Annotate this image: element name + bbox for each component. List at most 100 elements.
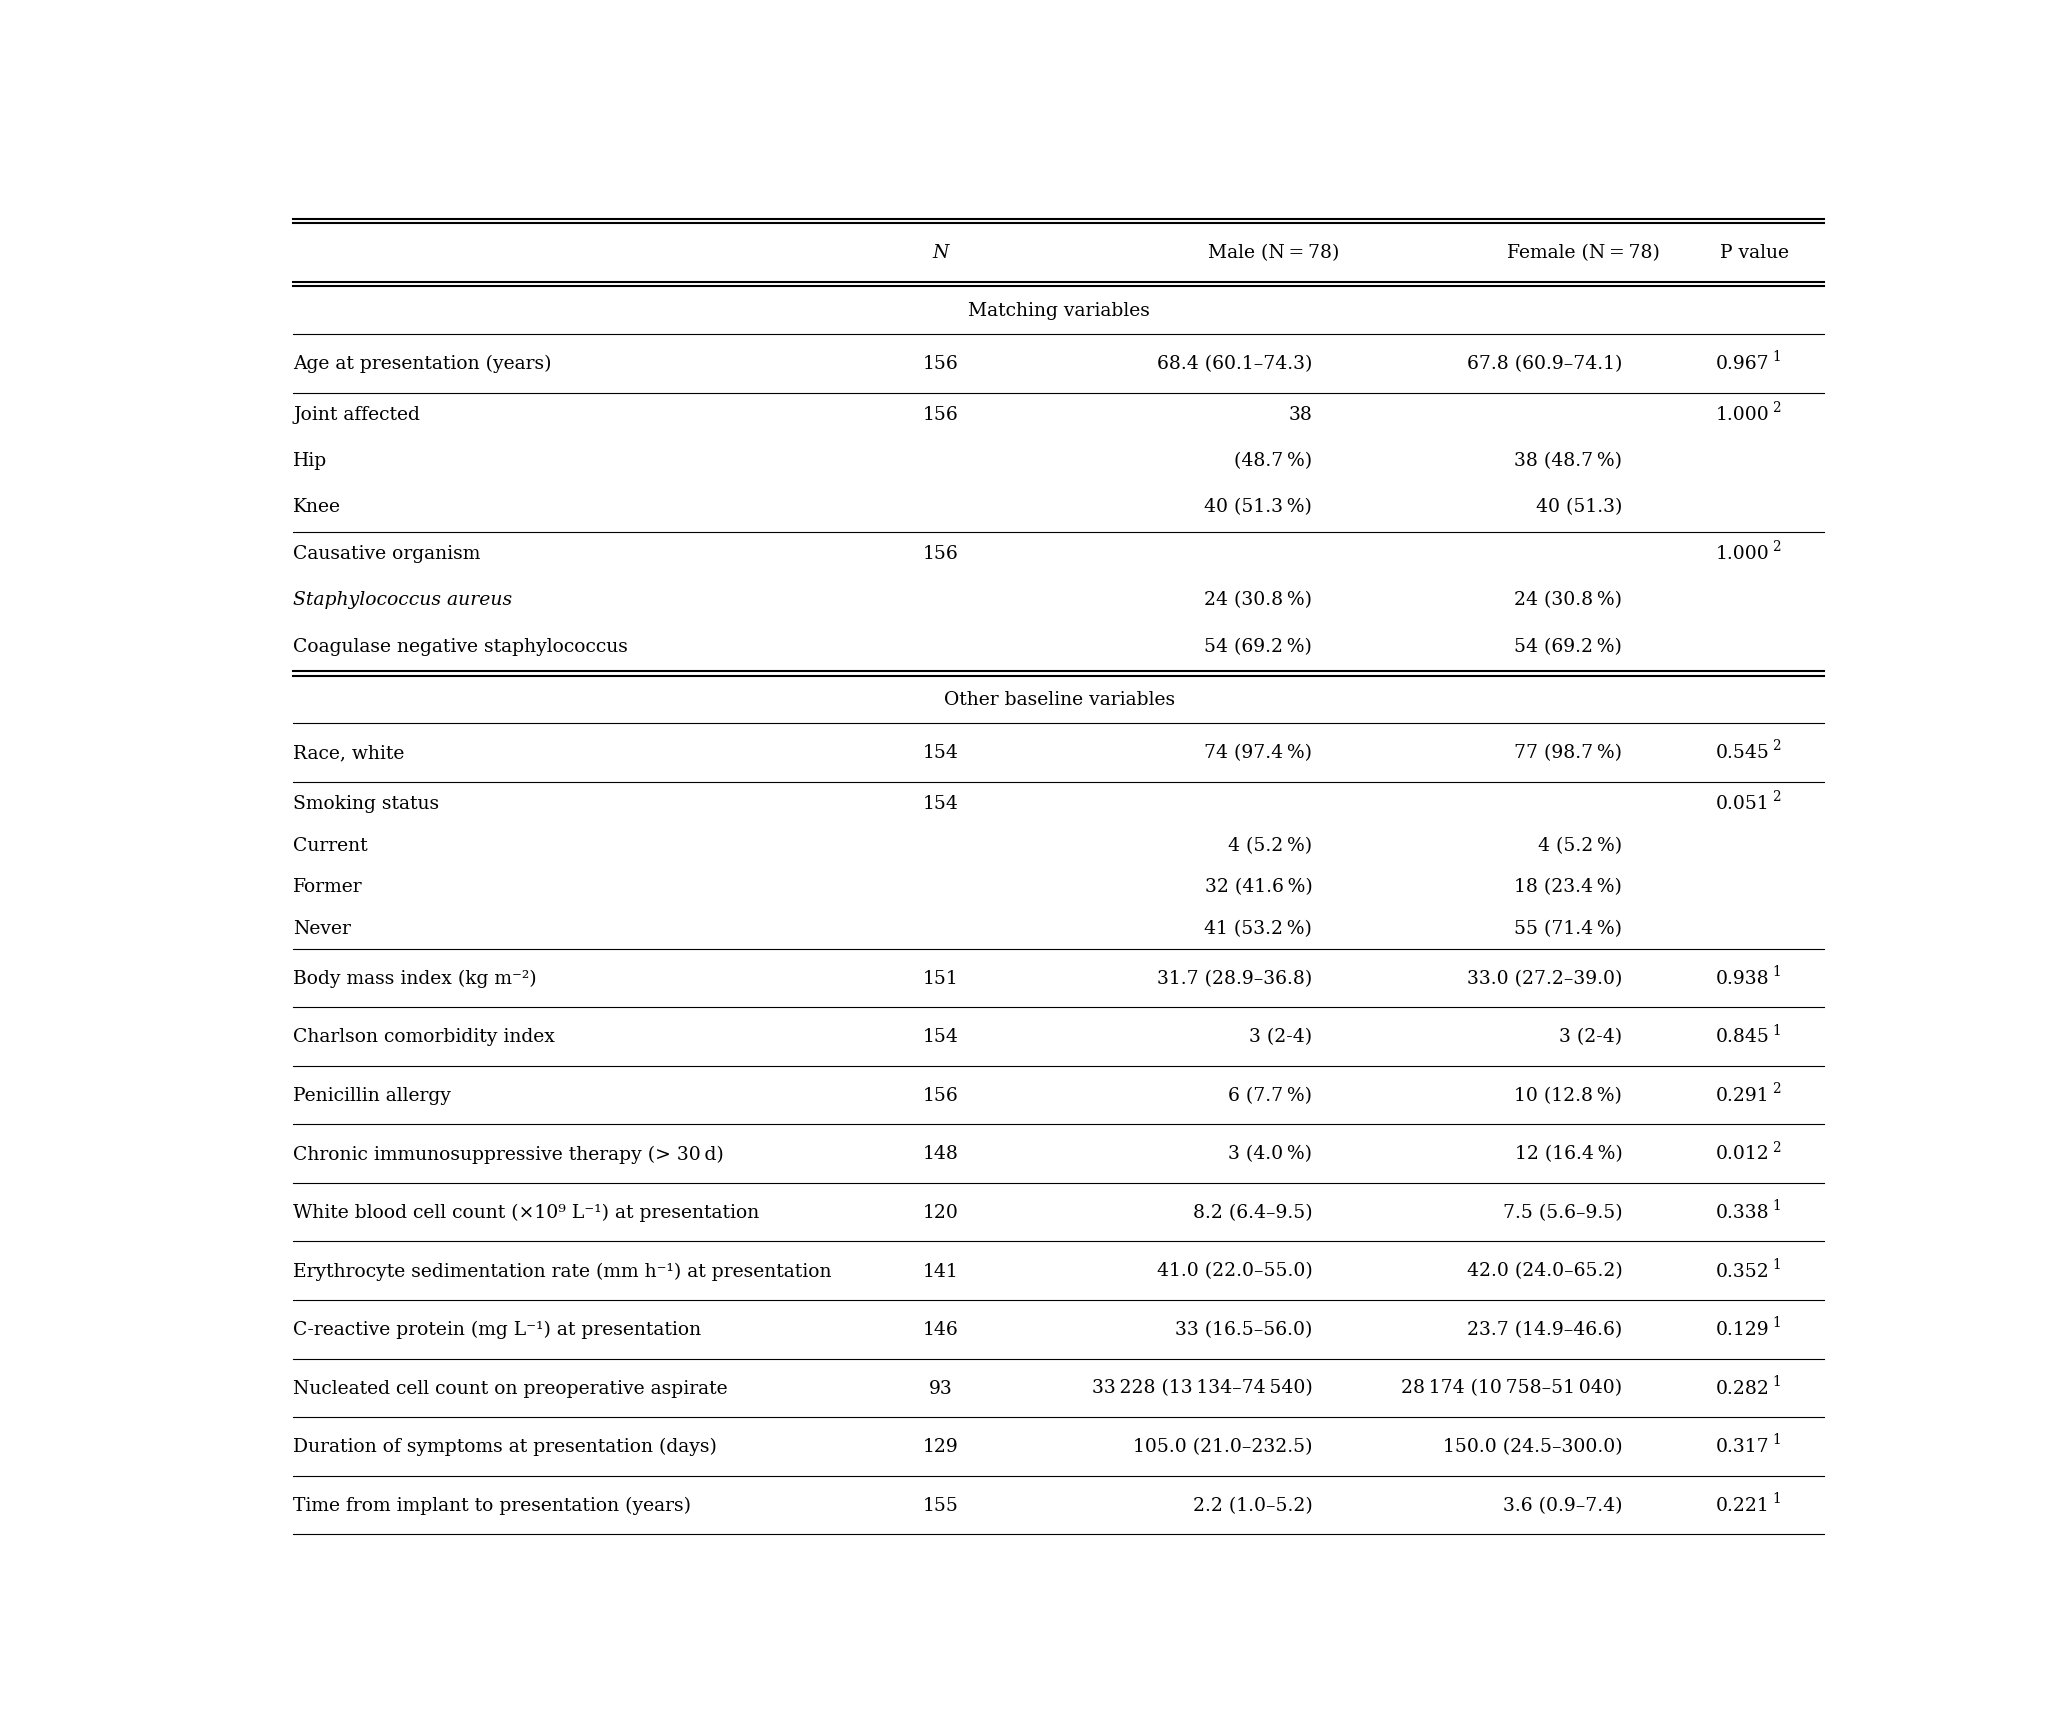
Text: Charlson comorbidity index: Charlson comorbidity index [294, 1028, 556, 1047]
Text: Nucleated cell count on preoperative aspirate: Nucleated cell count on preoperative asp… [294, 1380, 728, 1397]
Text: 154: 154 [922, 743, 959, 762]
Text: 40 (51.3 %): 40 (51.3 %) [1205, 499, 1313, 516]
Text: 77 (98.7 %): 77 (98.7 %) [1515, 743, 1623, 762]
Text: 54 (69.2 %): 54 (69.2 %) [1515, 638, 1623, 656]
Text: Race, white: Race, white [294, 743, 405, 762]
Text: 54 (69.2 %): 54 (69.2 %) [1205, 638, 1313, 656]
Text: 6 (7.7 %): 6 (7.7 %) [1228, 1087, 1313, 1106]
Text: Coagulase negative staphylococcus: Coagulase negative staphylococcus [294, 638, 628, 656]
Text: 42.0 (24.0–65.2): 42.0 (24.0–65.2) [1468, 1263, 1623, 1280]
Text: Chronic immunosuppressive therapy (> 30 d): Chronic immunosuppressive therapy (> 30 … [294, 1145, 723, 1164]
Text: 151: 151 [922, 969, 959, 988]
Text: 38: 38 [1288, 405, 1313, 424]
Text: 154: 154 [922, 795, 959, 812]
Text: 0.012: 0.012 [1716, 1145, 1769, 1163]
Text: 18 (23.4 %): 18 (23.4 %) [1515, 878, 1623, 897]
Text: 3 (2-4): 3 (2-4) [1559, 1028, 1623, 1047]
Text: 0.338: 0.338 [1716, 1204, 1769, 1221]
Text: 23.7 (14.9–46.6): 23.7 (14.9–46.6) [1468, 1321, 1623, 1339]
Text: 74 (97.4 %): 74 (97.4 %) [1205, 743, 1313, 762]
Text: 0.845: 0.845 [1716, 1028, 1769, 1047]
Text: 1.000: 1.000 [1716, 405, 1769, 424]
Text: 0.938: 0.938 [1716, 969, 1769, 988]
Text: 7.5 (5.6–9.5): 7.5 (5.6–9.5) [1503, 1204, 1623, 1221]
Text: Current: Current [294, 837, 368, 854]
Text: 93: 93 [928, 1380, 953, 1397]
Text: 55 (71.4 %): 55 (71.4 %) [1515, 919, 1623, 938]
Text: 1: 1 [1771, 1316, 1780, 1330]
Text: P value: P value [1720, 243, 1788, 262]
Text: 156: 156 [922, 545, 959, 564]
Text: 33 (16.5–56.0): 33 (16.5–56.0) [1174, 1321, 1313, 1339]
Text: Hip: Hip [294, 452, 327, 471]
Text: 2: 2 [1771, 540, 1780, 554]
Text: 40 (51.3): 40 (51.3) [1536, 499, 1623, 516]
Text: 1: 1 [1771, 1258, 1780, 1271]
Text: Knee: Knee [294, 499, 341, 516]
Text: 150.0 (24.5–300.0): 150.0 (24.5–300.0) [1443, 1439, 1623, 1456]
Text: 68.4 (60.1–74.3): 68.4 (60.1–74.3) [1158, 355, 1313, 373]
Text: 8.2 (6.4–9.5): 8.2 (6.4–9.5) [1193, 1204, 1313, 1221]
Text: 3 (4.0 %): 3 (4.0 %) [1228, 1145, 1313, 1163]
Text: 1: 1 [1771, 1023, 1780, 1037]
Text: 0.221: 0.221 [1716, 1497, 1769, 1515]
Text: 38 (48.7 %): 38 (48.7 %) [1515, 452, 1623, 471]
Text: C-reactive protein (mg L⁻¹) at presentation: C-reactive protein (mg L⁻¹) at presentat… [294, 1321, 701, 1339]
Text: 2: 2 [1771, 740, 1780, 754]
Text: 141: 141 [922, 1263, 959, 1280]
Text: 4 (5.2 %): 4 (5.2 %) [1538, 837, 1623, 854]
Text: Penicillin allergy: Penicillin allergy [294, 1087, 451, 1106]
Text: Duration of symptoms at presentation (days): Duration of symptoms at presentation (da… [294, 1439, 717, 1456]
Text: 0.129: 0.129 [1716, 1321, 1769, 1339]
Text: 41 (53.2 %): 41 (53.2 %) [1205, 919, 1313, 938]
Text: Male (N = 78): Male (N = 78) [1207, 243, 1339, 262]
Text: 1: 1 [1771, 1199, 1780, 1213]
Text: 0.545: 0.545 [1716, 743, 1769, 762]
Text: Erythrocyte sedimentation rate (mm h⁻¹) at presentation: Erythrocyte sedimentation rate (mm h⁻¹) … [294, 1263, 831, 1280]
Text: 10 (12.8 %): 10 (12.8 %) [1515, 1087, 1623, 1106]
Text: 0.317: 0.317 [1716, 1439, 1769, 1456]
Text: 120: 120 [922, 1204, 959, 1221]
Text: 4 (5.2 %): 4 (5.2 %) [1228, 837, 1313, 854]
Text: 2: 2 [1771, 1140, 1780, 1154]
Text: Joint affected: Joint affected [294, 405, 420, 424]
Text: 1.000: 1.000 [1716, 545, 1769, 564]
Text: 155: 155 [922, 1497, 959, 1515]
Text: (48.7 %): (48.7 %) [1234, 452, 1313, 471]
Text: Smoking status: Smoking status [294, 795, 440, 812]
Text: Other baseline variables: Other baseline variables [945, 692, 1174, 709]
Text: 24 (30.8 %): 24 (30.8 %) [1515, 592, 1623, 609]
Text: 156: 156 [922, 1087, 959, 1106]
Text: 1: 1 [1771, 1433, 1780, 1447]
Text: 12 (16.4 %): 12 (16.4 %) [1515, 1145, 1623, 1163]
Text: 2: 2 [1771, 1082, 1780, 1095]
Text: 1: 1 [1771, 1492, 1780, 1506]
Text: Age at presentation (years): Age at presentation (years) [294, 355, 552, 373]
Text: Matching variables: Matching variables [969, 302, 1149, 319]
Text: 33.0 (27.2–39.0): 33.0 (27.2–39.0) [1468, 969, 1623, 988]
Text: 2: 2 [1771, 790, 1780, 804]
Text: 28 174 (10 758–51 040): 28 174 (10 758–51 040) [1401, 1380, 1623, 1397]
Text: 33 228 (13 134–74 540): 33 228 (13 134–74 540) [1091, 1380, 1313, 1397]
Text: 24 (30.8 %): 24 (30.8 %) [1205, 592, 1313, 609]
Text: Time from implant to presentation (years): Time from implant to presentation (years… [294, 1497, 690, 1515]
Text: 3.6 (0.9–7.4): 3.6 (0.9–7.4) [1503, 1497, 1623, 1515]
Text: 1: 1 [1771, 1375, 1780, 1389]
Text: Causative organism: Causative organism [294, 545, 482, 564]
Text: 0.282: 0.282 [1716, 1380, 1769, 1397]
Text: 32 (41.6 %): 32 (41.6 %) [1205, 878, 1313, 897]
Text: 148: 148 [922, 1145, 959, 1163]
Text: 1: 1 [1771, 964, 1780, 980]
Text: 41.0 (22.0–55.0): 41.0 (22.0–55.0) [1158, 1263, 1313, 1280]
Text: 1: 1 [1771, 350, 1780, 364]
Text: 31.7 (28.9–36.8): 31.7 (28.9–36.8) [1158, 969, 1313, 988]
Text: 146: 146 [922, 1321, 959, 1339]
Text: 0.352: 0.352 [1716, 1263, 1769, 1280]
Text: 3 (2-4): 3 (2-4) [1248, 1028, 1313, 1047]
Text: 154: 154 [922, 1028, 959, 1047]
Text: 129: 129 [922, 1439, 959, 1456]
Text: 67.8 (60.9–74.1): 67.8 (60.9–74.1) [1468, 355, 1623, 373]
Text: Staphylococcus aureus: Staphylococcus aureus [294, 592, 513, 609]
Text: 0.051: 0.051 [1716, 795, 1769, 812]
Text: N: N [932, 243, 949, 262]
